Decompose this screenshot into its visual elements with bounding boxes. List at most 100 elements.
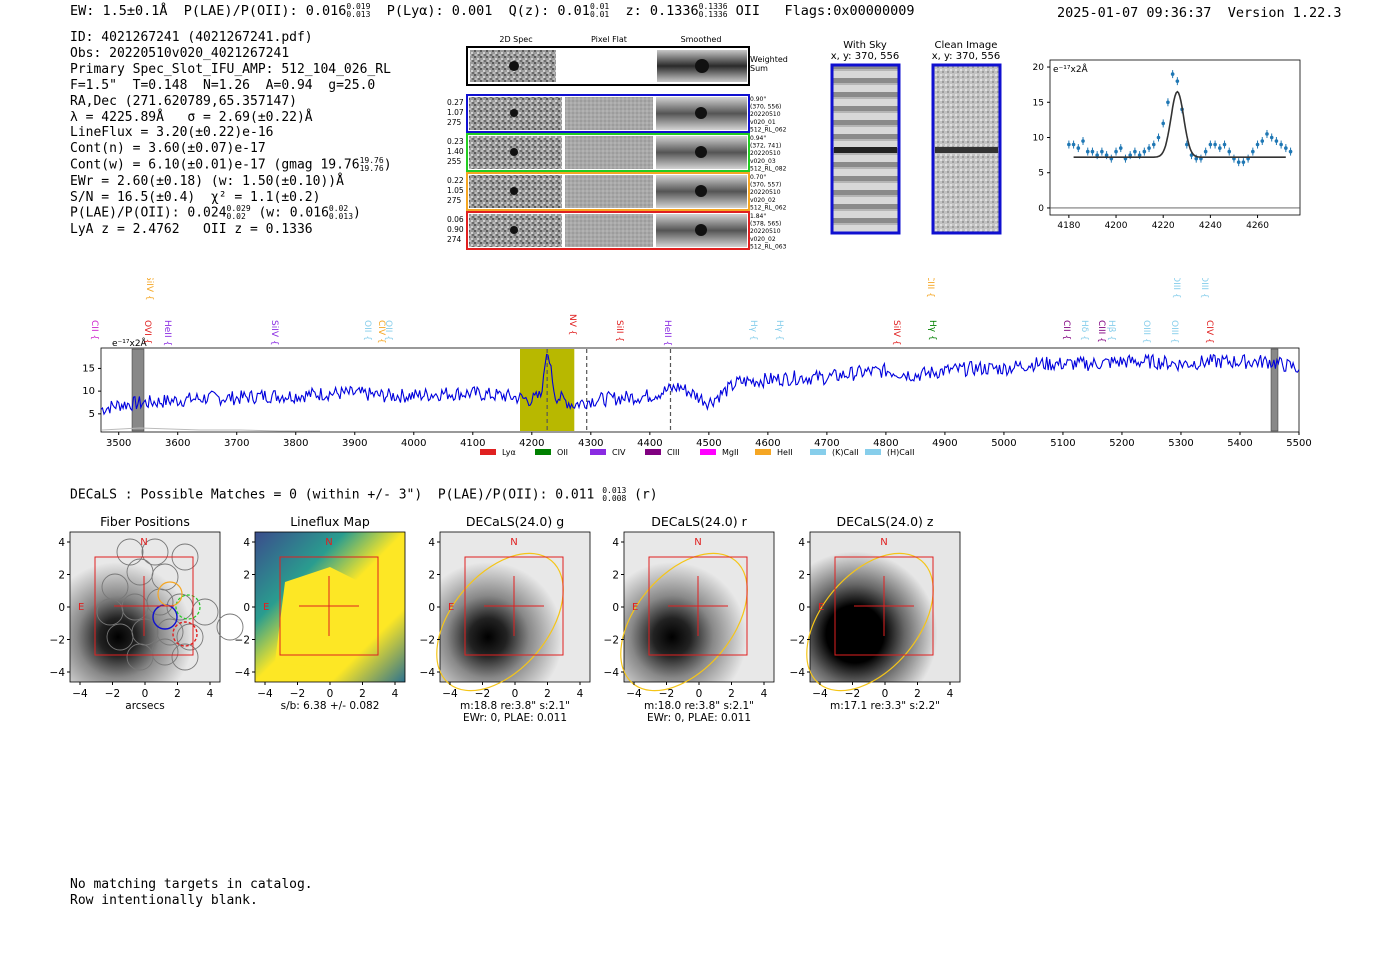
- cutout-row-stat: 0.90: [447, 225, 464, 234]
- fit-ytick-label: 15: [1033, 98, 1044, 108]
- panel-xtick-label: 2: [544, 688, 551, 700]
- fit-ytick-label: 5: [1038, 169, 1044, 179]
- spectrum-xtick-label: 4600: [755, 438, 780, 449]
- legend-swatch: [645, 449, 661, 455]
- decals-panel-1: Lineflux Map N E 4 2 0 −2 −4 −4 −2 0 2 4 s/b: 6.38 +/…: [235, 514, 406, 712]
- info-id: ID: 4021267241 (4021267241.pdf): [70, 30, 313, 45]
- panel-xtick-label: −2: [475, 688, 490, 700]
- fit-point: [1194, 156, 1199, 161]
- gaussian-fit-curve: [1073, 90, 1286, 158]
- panel-ytick-label: −4: [790, 667, 806, 679]
- plae-lo: 0.02: [226, 212, 246, 222]
- cutout-row-meta: (370, 556): [750, 104, 781, 111]
- imaging-panels: Fiber Positions N E 4 2 0 −2 −4 −4 −2 0 2 4 arcsecs Li…: [50, 514, 961, 724]
- cutout-row-meta: (370, 557): [750, 182, 781, 189]
- spectrum-xtick-label: 5300: [1168, 438, 1193, 449]
- panel-ytick-label: −2: [604, 635, 619, 647]
- fit-point: [1218, 146, 1222, 150]
- legend-swatch: [590, 449, 606, 455]
- panel-title: DECaLS(24.0) r: [651, 514, 747, 529]
- fit-xtick-label: 4180: [1057, 221, 1080, 231]
- emission-line-label: CII {: [1061, 320, 1071, 340]
- decals-plae-hi: 0.013: [602, 486, 627, 495]
- emission-line-label: HeII {: [162, 320, 172, 346]
- decals-panel-2: DECaLS(24.0) g N E 4 2 0 −2 −4 −4 −2 0 2 4 m:18.8 re:…: [420, 514, 591, 724]
- emission-line-label: NV {: [567, 314, 577, 335]
- info-lineflux: LineFlux = 3.20(±0.22)e-16: [70, 125, 274, 141]
- fiber-circle: [151, 638, 179, 666]
- fiber-circle: [216, 613, 244, 641]
- spectrum-xtick-label: 5500: [1286, 438, 1311, 449]
- fit-point: [1090, 149, 1095, 154]
- spectra-cutouts: 2D Spec Pixel Flat Smoothed Weighted Sum…: [447, 35, 788, 250]
- cutout-row-meta: 0.70": [750, 174, 766, 181]
- cutout-smoothed-peak: [695, 185, 707, 197]
- fiber-circle: [156, 618, 184, 646]
- contw-hi: 19.76: [359, 156, 384, 166]
- north-label: N: [694, 537, 701, 548]
- emission-line-label: OIII {: [1171, 278, 1181, 299]
- header-qz: Q(z): 0.01: [508, 3, 590, 19]
- fit-point: [1100, 149, 1104, 154]
- emission-line-label: OIII {: [1169, 320, 1179, 344]
- panel-xtick-label: −2: [105, 688, 120, 700]
- cutout-row-stat: 275: [447, 118, 462, 127]
- fit-point: [1137, 153, 1142, 157]
- cutout-pixelflat: [565, 97, 653, 130]
- fit-point: [1222, 142, 1227, 147]
- cutout-row-meta: 512_RL_062: [750, 204, 787, 211]
- fit-ytick-label: 0: [1038, 204, 1044, 214]
- noise-spectrum: [101, 427, 320, 432]
- spectrum-xtick-label: 4200: [519, 438, 544, 449]
- fiber-circle: [191, 598, 219, 626]
- fit-point: [1260, 139, 1265, 143]
- aperture-ellipse: [620, 552, 748, 692]
- legend-label: CIV: [612, 448, 626, 457]
- panel-xtick-label: 0: [696, 688, 703, 700]
- header-right: 2025-01-07 09:36:37 Version 1.22.3: [1057, 5, 1342, 21]
- cutout-row-meta: 20220510: [750, 150, 781, 157]
- search-box: [834, 556, 934, 656]
- fit-xtick-label: 4220: [1152, 221, 1175, 231]
- panel-xtick-label: 0: [327, 688, 334, 700]
- with-sky-coords: x, y: 370, 556: [831, 51, 900, 62]
- timestamp: 2025-01-07 09:36:37: [1057, 5, 1212, 21]
- fit-point: [1151, 142, 1156, 147]
- header-plae: P(LAE)/P(OII): 0.016: [183, 3, 347, 19]
- decals-plae-lo: 0.008: [602, 494, 627, 503]
- fit-point: [1227, 149, 1232, 154]
- header-qz-hi: 0.01: [589, 2, 610, 11]
- fit-point: [1118, 146, 1123, 150]
- panel-ytick-label: 0: [58, 602, 65, 614]
- header-summary: EW: 1.5±0.1Å P(LAE)/P(OII): 0.016 0.019 0.…: [70, 2, 915, 20]
- panel-ytick-label: 2: [58, 570, 65, 582]
- fit-point: [1175, 79, 1180, 83]
- panel-xtick-label: −2: [845, 688, 860, 700]
- weighted-label-2: Sum: [750, 64, 768, 73]
- version: Version 1.22.3: [1227, 5, 1342, 21]
- fit-point: [1076, 146, 1081, 150]
- spectrum-ytick-label: 5: [89, 409, 95, 420]
- east-label: E: [632, 602, 638, 613]
- cutout-row-meta: 0.90": [750, 96, 766, 103]
- header-ew: EW: 1.5±0.1: [70, 3, 160, 19]
- header-plae-hi: 0.019: [346, 2, 371, 11]
- emission-line-label: CIII {: [1096, 320, 1106, 343]
- east-label: E: [448, 602, 454, 613]
- cutout-row-stat: 274: [447, 235, 462, 244]
- panel-ytick-label: 4: [798, 537, 805, 549]
- panel-caption-2: EWr: 0, PLAE: 0.011: [463, 712, 567, 724]
- fit-axes: 4180 4200 4220 4240 4260 0 5 10 15 20: [1033, 63, 1270, 231]
- spectrum-xtick-label: 3700: [224, 438, 249, 449]
- panel-image: [439, 531, 591, 683]
- fit-point: [1166, 100, 1170, 105]
- emission-line-label: OVI {: [142, 320, 152, 344]
- emission-line-label: OII {: [362, 320, 372, 341]
- plae-w-hi: 0.02: [328, 204, 349, 214]
- masked-region-right: [1270, 348, 1279, 432]
- aperture-ellipse: [436, 552, 564, 692]
- panel-caption: m:17.1 re:3.3" s:2.2": [830, 700, 940, 712]
- search-box: [464, 556, 564, 656]
- weighted-smoothed-peak: [695, 59, 709, 73]
- full-spectrum: CII {SiIV {OVI {HeII {SiIV {OII {CIV {OI…: [82, 278, 1311, 457]
